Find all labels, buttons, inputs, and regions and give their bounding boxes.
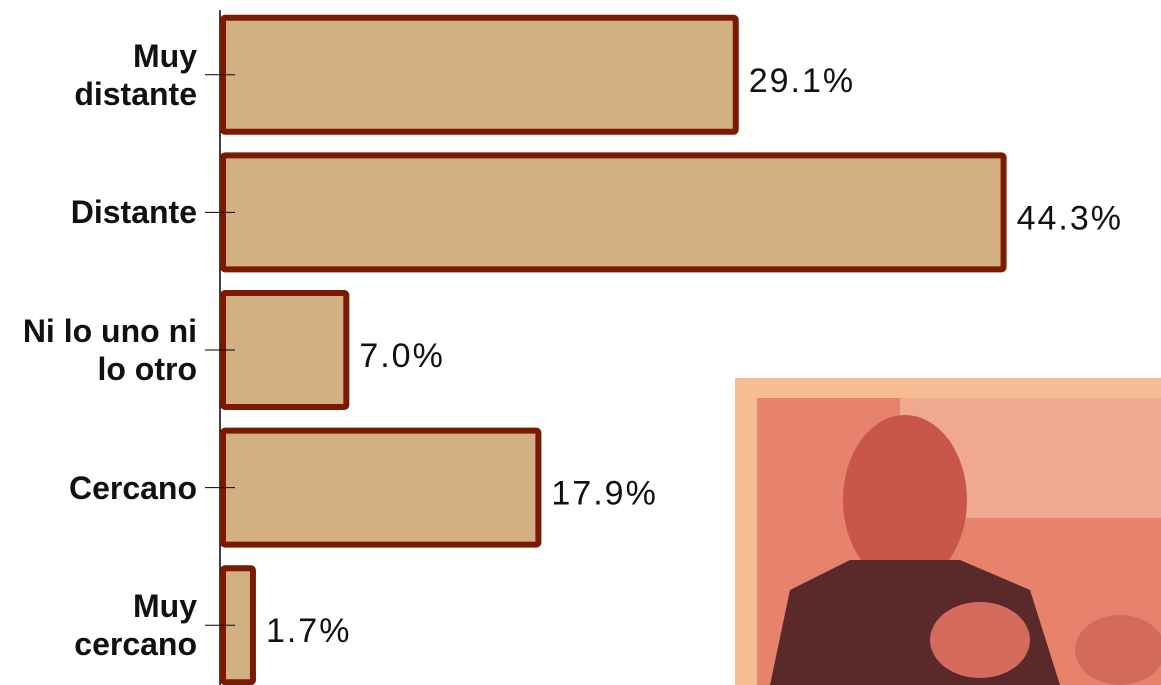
value-label: 29.1% [749, 62, 855, 100]
bar [223, 431, 538, 545]
category-label: Distante [7, 193, 197, 231]
value-label: 44.3% [1017, 199, 1123, 237]
category-label: Muy cercano [7, 587, 197, 663]
category-label: Muy distante [7, 37, 197, 113]
value-label: 7.0% [359, 337, 445, 375]
category-label: Cercano [7, 469, 197, 507]
bar [223, 293, 346, 407]
bar [223, 155, 1004, 269]
bar [223, 18, 736, 132]
category-label: Ni lo uno ni lo otro [7, 312, 197, 388]
chart: 29.1% 44.3% 7.0% 17.9% 1.7% Muy distante Dist… [0, 0, 1161, 685]
value-label: 17.9% [551, 475, 657, 513]
photo [735, 378, 1161, 685]
value-label: 1.7% [266, 612, 352, 650]
